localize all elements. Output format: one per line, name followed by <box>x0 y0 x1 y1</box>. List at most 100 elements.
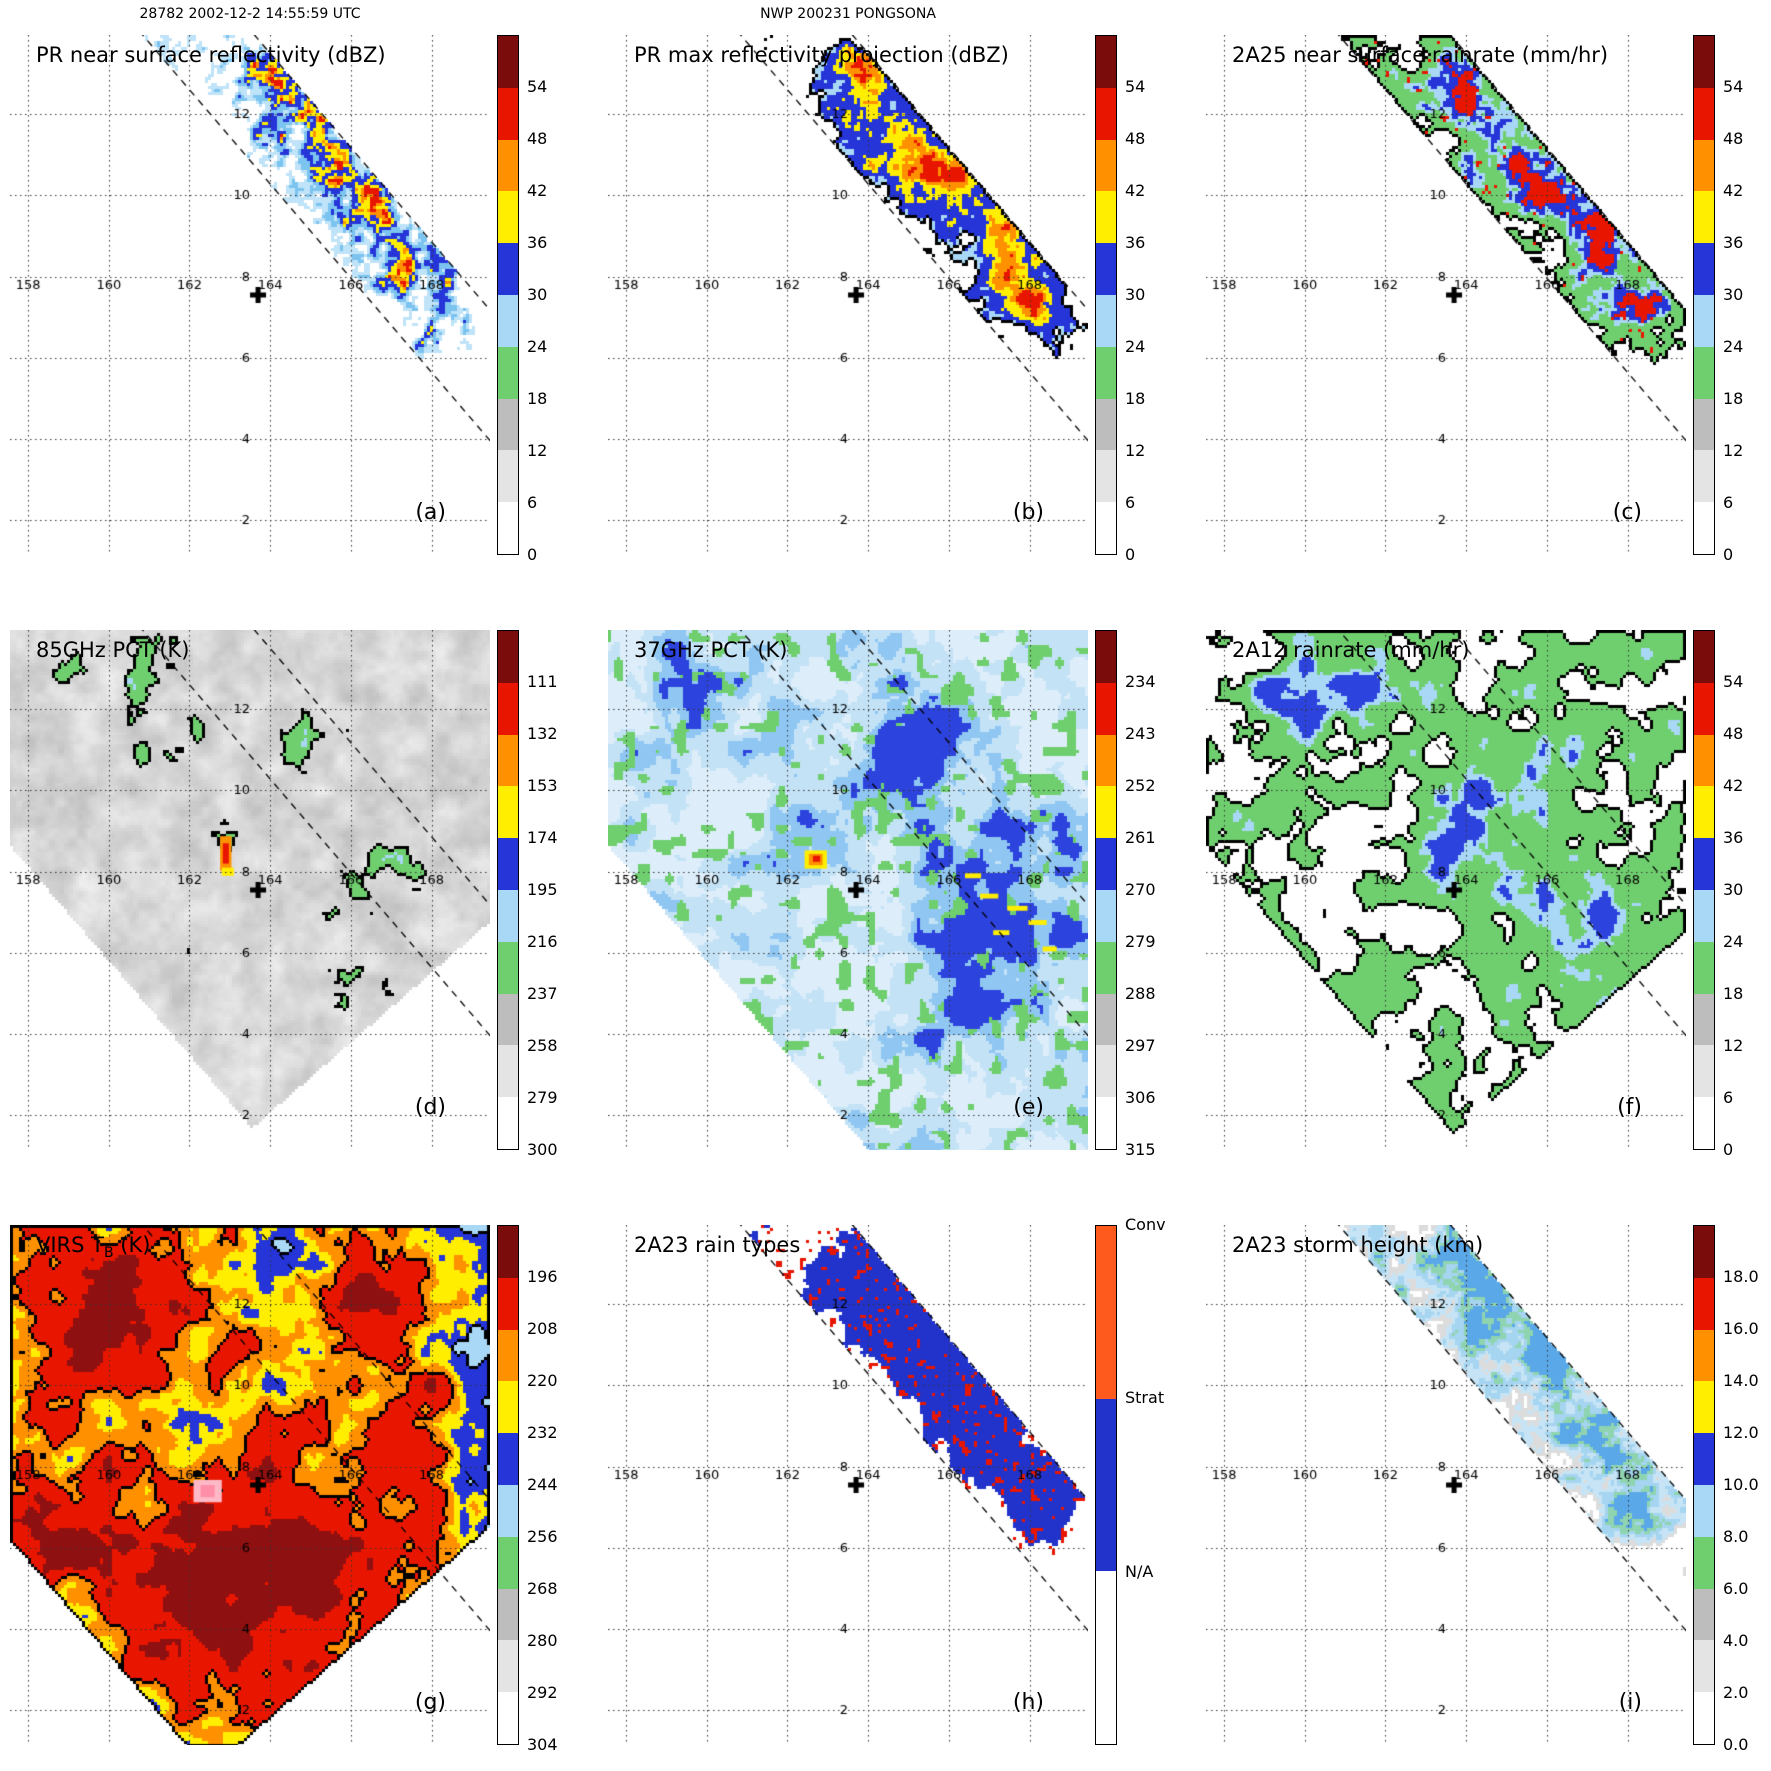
colorbar-b-tick: 36 <box>1125 233 1146 252</box>
raintype-segment-strat <box>1096 1398 1116 1572</box>
colorbar-f <box>1693 630 1715 1150</box>
colorbar-b-tick: 18 <box>1125 389 1146 408</box>
colorbar-a-segment <box>498 502 518 554</box>
colorbar-c-tick: 12 <box>1723 441 1744 460</box>
colorbar-a-tick: 36 <box>527 233 548 252</box>
colorbar-d-segment <box>498 838 518 890</box>
colorbar-e-tick: 288 <box>1125 984 1156 1003</box>
panel-e-letter: (e) <box>1013 1095 1044 1120</box>
panel-a-title: PR near surface reflectivity (dBZ) <box>36 43 386 67</box>
colorbar-i-segment <box>1694 1484 1714 1537</box>
panel-e: 37GHz PCT (K) (e) 234 243 252 261 270 279 288 297… <box>608 630 1156 1159</box>
colorbar-g-segment <box>498 1433 518 1485</box>
colorbar-b-segment <box>1096 450 1116 503</box>
colorbar-b-tick: 54 <box>1125 77 1146 96</box>
colorbar-i-segment <box>1694 1640 1714 1693</box>
colorbar-a-segment <box>498 398 518 451</box>
colorbar-e-tick: 315 <box>1125 1140 1156 1159</box>
colorbar-g-tick: 208 <box>527 1319 558 1338</box>
colorbar-e-segment <box>1096 838 1116 890</box>
colorbar-c-tick: 0 <box>1723 545 1734 564</box>
colorbar-b-segment <box>1096 398 1116 451</box>
colorbar-f-tick: 18 <box>1723 984 1744 1003</box>
colorbar-e <box>1095 630 1117 1150</box>
colorbar-i-segment <box>1694 1226 1714 1278</box>
colorbar-i-segment <box>1694 1433 1714 1485</box>
colorbar-d <box>497 630 519 1150</box>
colorbar-b-segment <box>1096 346 1116 399</box>
colorbar-d-segment <box>498 631 518 683</box>
colorbar-g <box>497 1225 519 1745</box>
panel-e-title: 37GHz PCT (K) <box>634 638 788 662</box>
colorbar-g-tick: 196 <box>527 1267 558 1286</box>
raintype-label-strat: Strat <box>1125 1388 1165 1408</box>
colorbar-d-segment <box>498 889 518 942</box>
colorbar-i-tick: 4.0 <box>1723 1631 1749 1650</box>
map-canvas-b <box>608 35 1088 555</box>
panel-a: PR near surface reflectivity (dBZ) (a) 54 4… <box>10 35 547 564</box>
colorbar-f-segment <box>1694 682 1714 735</box>
panel-b: PR max reflectivity projection (dBZ) (b) 5… <box>608 35 1145 564</box>
panel-c-letter: (c) <box>1612 500 1642 525</box>
panel-b-title: PR max reflectivity projection (dBZ) <box>634 43 1009 67</box>
colorbar-i-segment <box>1694 1329 1714 1382</box>
colorbar-a-tick: 48 <box>527 129 548 148</box>
colorbar-e-segment <box>1096 941 1116 994</box>
colorbar-c-segment <box>1694 36 1714 88</box>
raintype-segment-na <box>1096 1571 1116 1744</box>
colorbar-e-tick: 306 <box>1125 1088 1156 1107</box>
colorbar-g-tick: 280 <box>527 1631 558 1650</box>
colorbar-e-segment <box>1096 993 1116 1046</box>
map-canvas-h <box>608 1225 1088 1745</box>
colorbar-a-tick: 30 <box>527 285 548 304</box>
colorbar-e-segment <box>1096 631 1116 683</box>
orbit-timestamp-label: 28782 2002-12-2 14:55:59 UTC <box>139 6 361 22</box>
panel-d: 85GHz PCT (K) (d) 111 132 153 174 195 216 237 258… <box>10 630 558 1159</box>
colorbar-b-segment <box>1096 502 1116 554</box>
raintype-label-na: N/A <box>1125 1561 1154 1581</box>
colorbar-b <box>1095 35 1117 555</box>
colorbar-e-tick: 252 <box>1125 776 1156 795</box>
colorbar-b-tick: 24 <box>1125 337 1146 356</box>
colorbar-a-segment <box>498 294 518 347</box>
colorbar-f-tick: 42 <box>1723 776 1744 795</box>
colorbar-f-segment <box>1694 838 1714 890</box>
colorbar-d-segment <box>498 734 518 787</box>
colorbar-c-segment <box>1694 294 1714 347</box>
colorbar-g-segment <box>498 1692 518 1744</box>
panel-h: 2A23 rain types (h) Conv Strat N/A <box>608 1216 1166 1745</box>
colorbar-g-segment <box>498 1536 518 1589</box>
colorbar-b-segment <box>1096 191 1116 244</box>
colorbar-a-segment <box>498 87 518 140</box>
colorbar-i-tick: 10.0 <box>1723 1475 1759 1494</box>
colorbar-i-segment <box>1694 1536 1714 1589</box>
panel-g-title: VIRS TB (K) <box>36 1233 151 1262</box>
colorbar-c-segment <box>1694 243 1714 295</box>
colorbar-h <box>1095 1225 1117 1745</box>
colorbar-i-tick: 2.0 <box>1723 1683 1749 1702</box>
colorbar-g-tick: 244 <box>527 1475 558 1494</box>
colorbar-g-segment <box>498 1329 518 1382</box>
colorbar-b-tick: 6 <box>1125 493 1136 512</box>
colorbar-c-segment <box>1694 191 1714 244</box>
colorbar-f-segment <box>1694 1045 1714 1098</box>
colorbar-a-segment <box>498 243 518 295</box>
storm-name-label: NWP 200231 PONGSONA <box>760 6 936 22</box>
colorbar-f-segment <box>1694 734 1714 787</box>
colorbar-b-segment <box>1096 243 1116 295</box>
colorbar-d-tick: 258 <box>527 1036 558 1055</box>
colorbar-d-segment <box>498 993 518 1046</box>
map-canvas-e <box>608 630 1088 1150</box>
colorbar-c-tick: 54 <box>1723 77 1744 96</box>
colorbar-a-tick: 24 <box>527 337 548 356</box>
colorbar-a-tick: 6 <box>527 493 538 512</box>
colorbar-b-tick: 30 <box>1125 285 1146 304</box>
map-canvas-f <box>1206 630 1686 1150</box>
colorbar-a-segment <box>498 450 518 503</box>
panel-c-title: 2A25 near surface rainrate (mm/hr) <box>1232 43 1609 67</box>
colorbar-d-tick: 132 <box>527 724 558 743</box>
colorbar-e-tick: 270 <box>1125 880 1156 899</box>
colorbar-f-tick: 48 <box>1723 724 1744 743</box>
colorbar-d-tick: 237 <box>527 984 558 1003</box>
colorbar-a-tick: 42 <box>527 181 548 200</box>
